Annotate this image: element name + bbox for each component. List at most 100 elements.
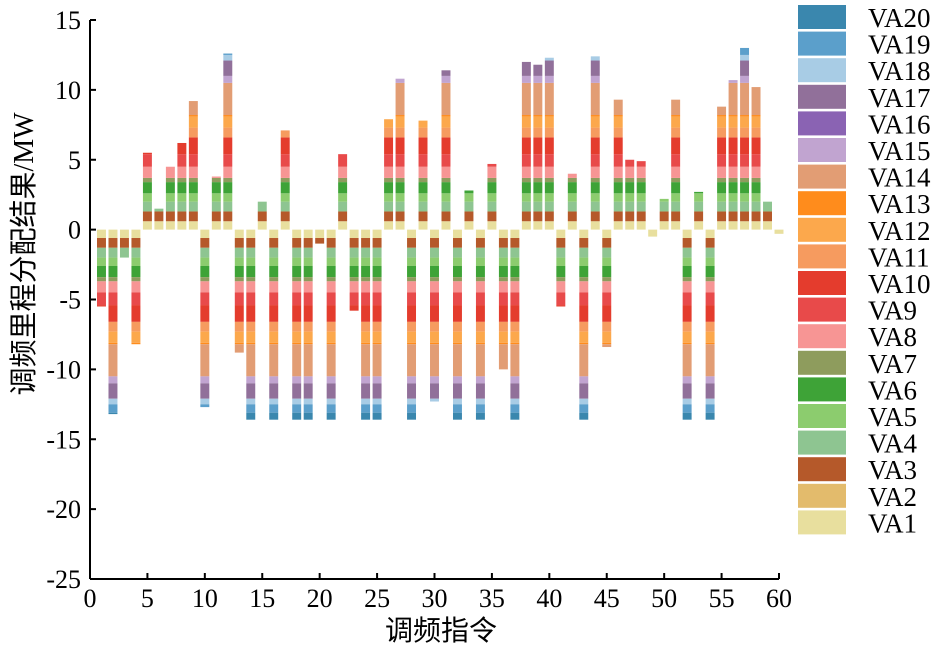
bar-14-va1: [246, 229, 256, 239]
bar-22-va8: [338, 166, 348, 178]
bar-57-va14: [740, 82, 750, 116]
bar-13-va8: [234, 281, 244, 293]
bar-35-va7: [487, 177, 497, 183]
bar-50-va1: [659, 221, 669, 230]
bar-19-va8: [303, 281, 313, 293]
bar-32-va18: [452, 398, 462, 405]
bar-55-va5: [717, 193, 727, 202]
bar-29-va1: [418, 221, 428, 230]
bar-4-va11: [131, 321, 141, 332]
bar-39-va13: [533, 115, 543, 117]
bar-16-va18: [269, 398, 279, 405]
bar-37-va8: [510, 281, 520, 293]
bar-9-va11: [188, 127, 198, 138]
bar-52-va8: [682, 281, 692, 293]
bar-14-va6: [246, 265, 256, 278]
legend-swatch: [798, 404, 846, 428]
bar-4-va8: [131, 281, 141, 293]
bar-8-va3: [177, 211, 187, 222]
bar-25-va18: [372, 398, 382, 405]
bar-39-va14: [533, 82, 543, 116]
bar-54-va3: [705, 238, 715, 248]
bar-54-va9: [705, 292, 715, 306]
bar-11-va5: [211, 193, 221, 202]
bar-59-va1: [763, 221, 772, 230]
axes: -25 -20 -15 -10 -5 0 5 10 15 0 5 10 15 20 25 30 35 40 45 50…: [46, 6, 792, 613]
bar-46-va3: [613, 211, 623, 222]
bar-55-va3: [717, 211, 727, 222]
bar-22-va9: [338, 154, 348, 167]
bar-37-va14: [510, 344, 520, 377]
legend-label: VA3: [868, 455, 917, 485]
bar-27-va15: [395, 78, 405, 83]
bar-58-va13: [751, 115, 761, 117]
bar-18-va11: [292, 321, 302, 332]
bar-31-va4: [441, 201, 451, 212]
bar-43: [579, 229, 589, 420]
legend-item-va20: VA20: [798, 3, 931, 33]
bar-30-va14: [430, 344, 439, 377]
bar-46-va7: [613, 177, 623, 183]
bar-60: [774, 229, 784, 234]
bar-26-va5: [384, 193, 394, 202]
bar-52-va4: [682, 247, 692, 258]
bar-58: [751, 87, 761, 230]
bar-38-va13: [521, 115, 531, 117]
bar-18-va8: [292, 281, 302, 293]
bar-19-va13: [303, 342, 313, 345]
bar-13: [234, 229, 244, 353]
bar-56-va9: [728, 154, 738, 167]
bar-55-va13: [717, 115, 727, 117]
bar-51-va12: [671, 116, 681, 128]
bar-12-va5: [223, 193, 233, 202]
bar-50-va3: [659, 211, 669, 222]
bar-11-va4: [211, 201, 221, 212]
bar-46: [613, 99, 623, 230]
bar-34-va3: [475, 238, 485, 248]
bar-22-va3: [338, 211, 348, 222]
bar-21-va20: [326, 412, 336, 420]
bar-32-va7: [452, 277, 462, 282]
bar-5-va1: [142, 221, 152, 230]
bar-10-va13: [200, 342, 210, 345]
bar-22-va1: [338, 221, 348, 230]
bar-2-va15: [108, 376, 118, 384]
bar-27-va9: [395, 154, 405, 167]
bar-36: [498, 229, 508, 370]
bar-33: [464, 190, 474, 230]
legend-label: VA18: [868, 56, 931, 86]
legend-item-va18: VA18: [798, 56, 931, 86]
bar-47-va5: [625, 193, 635, 202]
bar-2-va8: [108, 281, 118, 293]
x-tick-label: 35: [479, 584, 505, 613]
bar-29-va4: [418, 201, 428, 212]
bar-43-va17: [579, 383, 589, 399]
bar-32-va13: [452, 342, 462, 345]
bar-1-va4: [97, 247, 106, 258]
bar-53: [694, 191, 704, 230]
bar-28-va15: [407, 376, 417, 384]
bar-37-va1: [510, 229, 520, 239]
bar-56-va7: [728, 177, 738, 183]
bar-45-va3: [602, 238, 612, 248]
bar-9-va4: [188, 201, 198, 212]
bar-39-va12: [533, 116, 543, 128]
bar-10-va17: [200, 383, 210, 399]
bar-34-va7: [475, 277, 485, 282]
bar-24-va13: [361, 342, 371, 345]
bar-9-va8: [188, 166, 198, 178]
bar-55-va1: [717, 221, 727, 230]
bar-31-va10: [441, 137, 451, 155]
bar-19-va20: [303, 412, 313, 420]
bar-31-va12: [441, 116, 451, 128]
bar-42: [567, 173, 577, 230]
bar-11-va1: [211, 221, 221, 230]
bar-28-va12: [407, 331, 417, 343]
legend-swatch: [798, 377, 846, 402]
bar-35-va6: [487, 182, 497, 194]
x-tick-label: 40: [536, 584, 562, 613]
legend-item-va13: VA13: [798, 189, 931, 219]
bar-30-va3: [430, 238, 439, 248]
bar-24-va17: [361, 383, 371, 399]
bar-24-va19: [361, 404, 371, 413]
